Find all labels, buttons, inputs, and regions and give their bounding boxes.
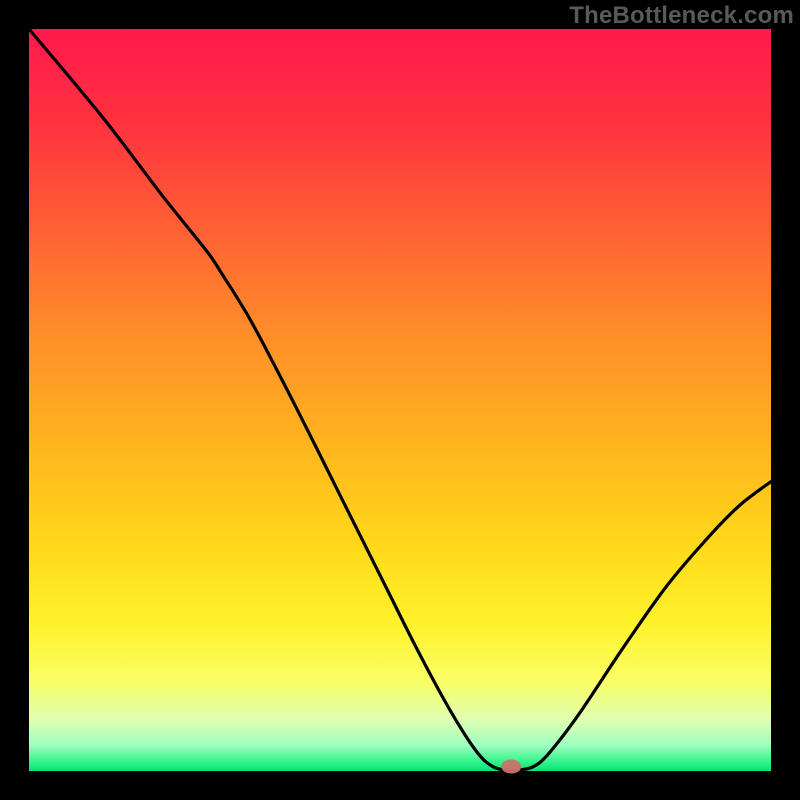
bottleneck-chart	[0, 0, 800, 800]
chart-container: { "canvas": { "width": 800, "height": 80…	[0, 0, 800, 800]
plot-background	[29, 29, 771, 771]
watermark-text: TheBottleneck.com	[569, 2, 794, 30]
optimal-marker	[501, 760, 521, 774]
